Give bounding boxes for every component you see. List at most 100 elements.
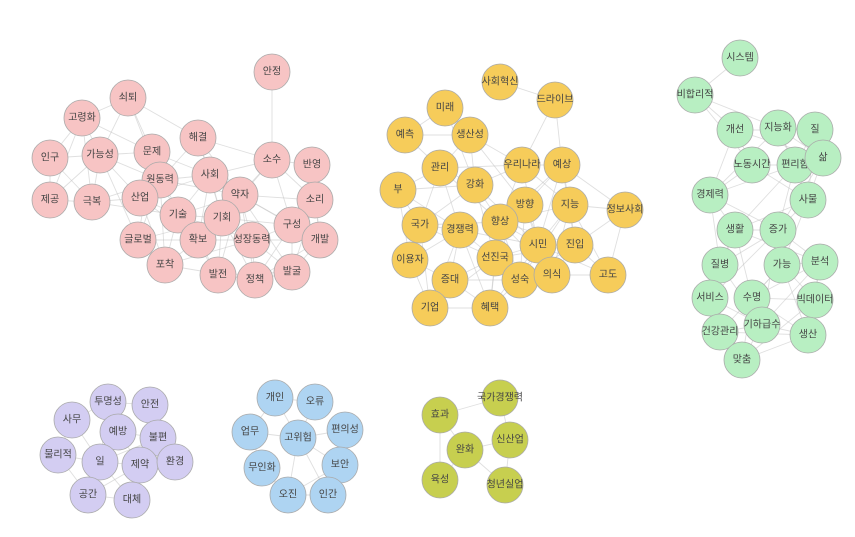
- node-circle: [192, 157, 228, 193]
- node-circle: [692, 280, 728, 316]
- node-circle: [82, 137, 118, 173]
- graph-node: 사회혁신: [482, 64, 519, 100]
- graph-node: 분석: [802, 244, 838, 280]
- graph-node: 강화: [457, 167, 493, 203]
- graph-node: 개발: [302, 222, 338, 258]
- node-circle: [702, 247, 738, 283]
- node-circle: [805, 140, 841, 176]
- node-circle: [74, 184, 110, 220]
- node-circle: [64, 100, 100, 136]
- graph-node: 시스템: [722, 40, 758, 76]
- node-circle: [482, 64, 518, 100]
- node-circle: [32, 182, 68, 218]
- graph-node: 발굴: [274, 254, 310, 290]
- graph-node: 정책: [237, 262, 273, 298]
- node-circle: [147, 247, 183, 283]
- node-circle: [422, 397, 458, 433]
- graph-node: 고도: [590, 257, 626, 293]
- graph-node: 기회: [204, 200, 240, 236]
- graph-node: 대체: [114, 482, 150, 518]
- node-circle: [717, 212, 753, 248]
- graph-node: 안전: [132, 387, 168, 423]
- node-circle: [302, 222, 338, 258]
- graph-node: 안정: [254, 54, 290, 90]
- node-circle: [487, 467, 523, 503]
- node-circle: [552, 187, 588, 223]
- node-circle: [54, 402, 90, 438]
- node-circle: [764, 247, 800, 283]
- node-circle: [270, 477, 306, 513]
- graph-node: 성숙: [502, 262, 538, 298]
- node-circle: [502, 262, 538, 298]
- node-circle: [392, 242, 428, 278]
- graph-node: 맞춤: [724, 342, 760, 378]
- graph-node: 물리적: [40, 437, 76, 473]
- graph-node: 제약: [122, 447, 158, 483]
- node-circle: [722, 40, 758, 76]
- node-circle: [452, 117, 488, 153]
- graph-node: 부: [380, 172, 416, 208]
- node-circle: [70, 477, 106, 513]
- node-circle: [544, 147, 580, 183]
- node-circle: [122, 180, 158, 216]
- graph-node: 오류: [297, 384, 333, 420]
- graph-node: 발전: [200, 257, 236, 293]
- node-circle: [297, 384, 333, 420]
- graph-node: 생산: [790, 317, 826, 353]
- graph-node: 글로벌: [120, 222, 156, 258]
- node-circle: [380, 172, 416, 208]
- node-circle: [482, 204, 518, 240]
- node-circle: [457, 167, 493, 203]
- node-circle: [797, 282, 833, 318]
- node-circle: [280, 420, 316, 456]
- node-circle: [40, 437, 76, 473]
- graph-node: 오진: [270, 477, 306, 513]
- graph-node: 고령화: [64, 100, 100, 136]
- node-circle: [534, 257, 570, 293]
- graph-node: 편의성: [327, 412, 363, 448]
- graph-node: 쇠퇴: [110, 80, 146, 116]
- node-circle: [254, 54, 290, 90]
- graph-node: 완화: [447, 432, 483, 468]
- node-circle: [472, 290, 508, 326]
- node-circle: [387, 117, 423, 153]
- graph-node: 신산업: [492, 422, 528, 458]
- node-circle: [447, 432, 483, 468]
- graph-node: 향상: [482, 204, 518, 240]
- node-circle: [274, 254, 310, 290]
- graph-node: 빅데이터: [797, 282, 834, 318]
- node-circle: [402, 207, 438, 243]
- node-circle: [744, 307, 780, 343]
- node-circle: [760, 110, 796, 146]
- nodes-layer: 안정쇠퇴고령화인구가능성문제해결원동력사회소수반영제공극복산업기술약자소리글로벌…: [32, 40, 841, 518]
- graph-node: 일: [82, 444, 118, 480]
- graph-node: 극복: [74, 184, 110, 220]
- node-circle: [412, 290, 448, 326]
- node-circle: [200, 257, 236, 293]
- node-circle: [677, 77, 713, 113]
- graph-node: 업무: [232, 414, 268, 450]
- node-circle: [442, 212, 478, 248]
- graph-node: 환경: [157, 444, 193, 480]
- graph-node: 이용자: [392, 242, 428, 278]
- graph-node: 생산성: [452, 117, 488, 153]
- graph-node: 육성: [422, 462, 458, 498]
- node-circle: [504, 147, 540, 183]
- graph-node: 기업: [412, 290, 448, 326]
- node-circle: [422, 150, 458, 186]
- graph-node: 인구: [32, 140, 68, 176]
- node-circle: [557, 227, 593, 263]
- graph-node: 지능: [552, 187, 588, 223]
- node-circle: [310, 477, 346, 513]
- graph-node: 지능화: [760, 110, 796, 146]
- graph-node: 반영: [294, 147, 330, 183]
- graph-node: 사무: [54, 402, 90, 438]
- graph-node: 드라이브: [537, 82, 574, 118]
- graph-node: 국가경쟁력: [477, 380, 523, 416]
- graph-node: 포착: [147, 247, 183, 283]
- graph-node: 정보사회: [607, 192, 644, 228]
- graph-node: 생활: [717, 212, 753, 248]
- graph-node: 무인화: [244, 450, 280, 486]
- node-circle: [422, 462, 458, 498]
- node-circle: [122, 447, 158, 483]
